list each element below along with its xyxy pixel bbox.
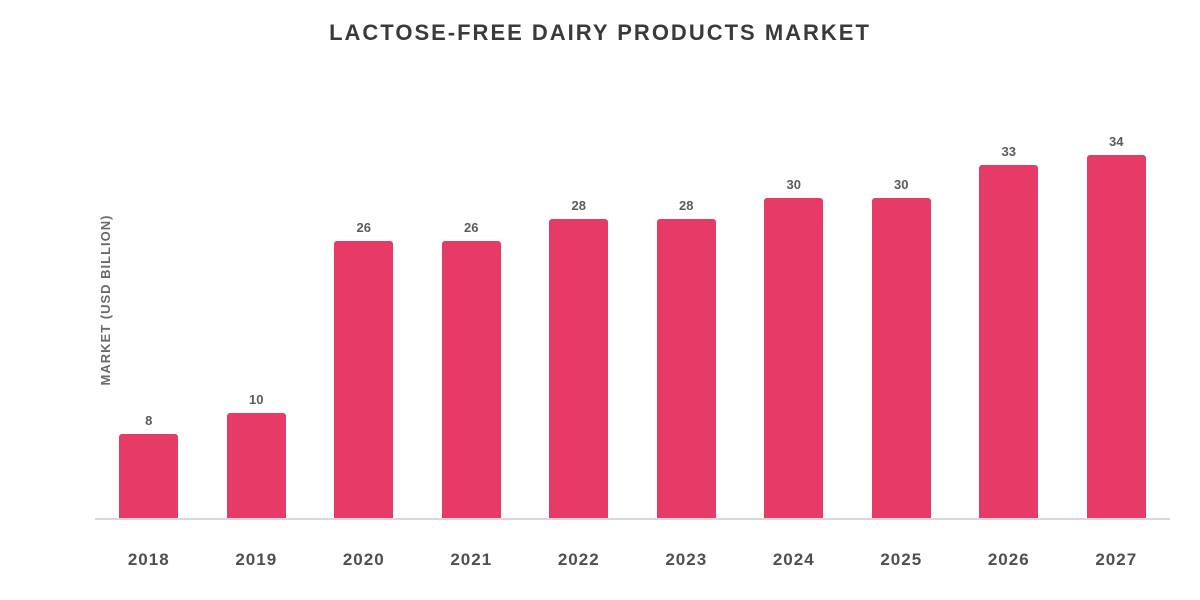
bar-value-label: 34 xyxy=(1063,134,1171,149)
bar xyxy=(227,413,286,521)
bar xyxy=(764,198,823,521)
bar-column: 30 xyxy=(848,90,956,520)
bar-value-label: 28 xyxy=(633,198,741,213)
x-tick-label: 2024 xyxy=(740,550,848,570)
bar-value-label: 30 xyxy=(740,177,848,192)
bar-value-label: 10 xyxy=(203,392,311,407)
x-tick-label: 2023 xyxy=(633,550,741,570)
x-tick-label: 2025 xyxy=(848,550,956,570)
x-tick-label: 2018 xyxy=(95,550,203,570)
plot-area: 810 2626 2828 3030 3334 xyxy=(95,90,1170,520)
bar xyxy=(442,241,501,521)
bar-column: 28 xyxy=(633,90,741,520)
x-tick-label: 2019 xyxy=(203,550,311,570)
bar-column: 26 xyxy=(310,90,418,520)
x-tick-label: 2026 xyxy=(955,550,1063,570)
bar xyxy=(549,219,608,520)
bar xyxy=(979,165,1038,520)
bar-value-label: 30 xyxy=(848,177,956,192)
x-tick-label: 2027 xyxy=(1063,550,1171,570)
bar-column: 33 xyxy=(955,90,1063,520)
bar-value-label: 8 xyxy=(95,413,203,428)
bar-value-label: 26 xyxy=(310,220,418,235)
x-tick-label: 2020 xyxy=(310,550,418,570)
bar-column: 10 xyxy=(203,90,311,520)
bar-value-label: 28 xyxy=(525,198,633,213)
bar-value-label: 33 xyxy=(955,144,1063,159)
bar-value-label: 26 xyxy=(418,220,526,235)
bar-column: 34 xyxy=(1063,90,1171,520)
bar xyxy=(872,198,931,521)
x-axis-baseline xyxy=(95,518,1170,520)
bar xyxy=(657,219,716,520)
chart-stage: LACTOSE-FREE DAIRY PRODUCTS MARKET MARKE… xyxy=(0,0,1200,600)
chart-title: LACTOSE-FREE DAIRY PRODUCTS MARKET xyxy=(0,20,1200,46)
bar-column: 26 xyxy=(418,90,526,520)
bar-column: 28 xyxy=(525,90,633,520)
bar-column: 30 xyxy=(740,90,848,520)
x-tick-label: 2021 xyxy=(418,550,526,570)
bar xyxy=(1087,155,1146,521)
x-tick-label: 2022 xyxy=(525,550,633,570)
bar-column: 8 xyxy=(95,90,203,520)
bar xyxy=(119,434,178,520)
bar-group: 810 2626 2828 3030 3334 xyxy=(95,90,1170,520)
bar xyxy=(334,241,393,521)
x-axis: 2018201920202021202220232024202520262027 xyxy=(95,550,1170,570)
